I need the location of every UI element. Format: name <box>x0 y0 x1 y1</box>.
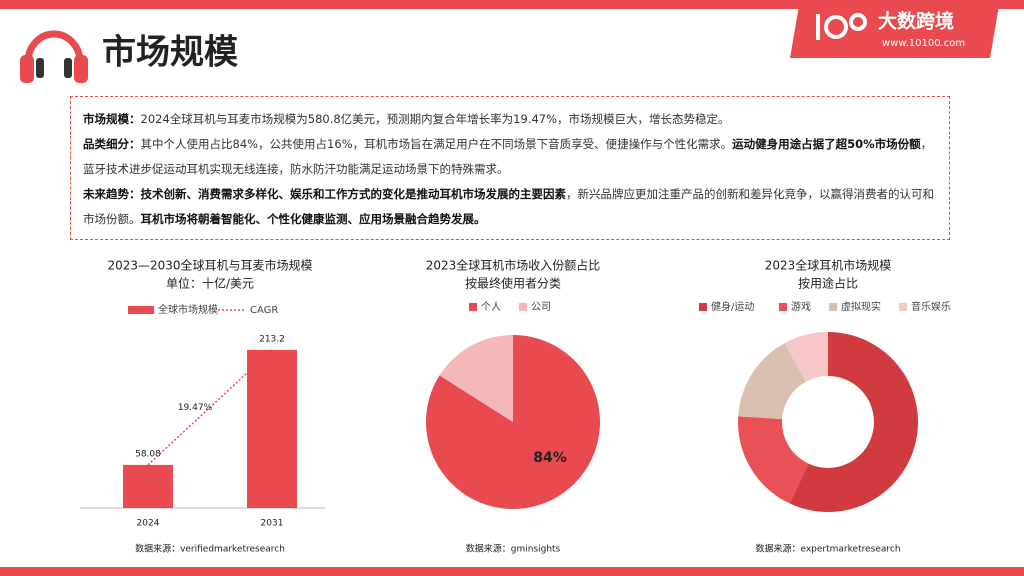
summary-paragraph: 市场规模：2024全球耳机与耳麦市场规模为580.8亿美元，预测期内复合年增长率… <box>83 107 937 132</box>
chart-subtitle: 按用途占比 <box>798 276 858 291</box>
summary-box: 市场规模：2024全球耳机与耳麦市场规模为580.8亿美元，预测期内复合年增长率… <box>70 96 950 240</box>
cagr-line <box>147 349 273 466</box>
x-tick-label: 2031 <box>261 519 284 529</box>
summary-text: 技术创新、消费需求多样化、娱乐和工作方式的变化是推动耳机市场发展的主要因素 <box>140 187 567 201</box>
legend-label: 全球市场规模 <box>158 303 218 316</box>
bar <box>247 349 297 508</box>
source: 数据来源：verifiedmarketresearch <box>135 543 285 555</box>
summary-text: 市场规模： <box>83 112 141 126</box>
legend-label: 虚拟现实 <box>841 300 881 313</box>
chart-title: 2023全球耳机市场规模 <box>765 258 892 273</box>
legend-label: CAGR <box>250 305 278 316</box>
legend-label: 健身/运动 <box>711 300 754 313</box>
legend-swatch <box>699 303 707 311</box>
legend-swatch <box>779 303 787 311</box>
cagr-label: 19.47% <box>178 403 213 413</box>
value-label: 58.08 <box>135 449 161 459</box>
summary-text: 运动健身用途占据了超50%市场份额 <box>732 137 921 151</box>
source: 数据来源：gminsights <box>466 543 561 555</box>
legend-label: 音乐娱乐 <box>911 300 951 313</box>
logo-bg <box>790 0 1000 58</box>
chart-title: 2023全球耳机市场收入份额占比 <box>426 258 601 273</box>
summary-text: 未来趋势： <box>83 187 141 201</box>
summary-paragraph: 品类细分：其中个人使用占比84%，公共使用占16%，耳机市场旨在满足用户在不同场… <box>83 132 937 182</box>
legend-swatch <box>469 303 477 311</box>
legend-swatch <box>128 306 154 314</box>
slice <box>738 343 806 420</box>
legend-label: 个人 <box>481 301 501 313</box>
slice <box>789 332 918 512</box>
bottom-bar <box>0 567 1024 576</box>
source: 数据来源：expertmarketresearch <box>755 543 900 555</box>
brand-url: www.10100.com <box>882 38 965 49</box>
summary-text: ，蓝牙技术进步促运动耳机实现无线连接，防水防汗功能满足运动场景下的特殊需求。 <box>83 137 933 176</box>
legend-label: 游戏 <box>791 300 811 313</box>
value-label: 213.2 <box>259 334 285 344</box>
slice <box>784 332 828 382</box>
top-bar <box>0 0 1024 9</box>
legend-swatch <box>829 303 837 311</box>
page-title: 市场规模 <box>102 33 238 73</box>
slice <box>738 416 809 504</box>
chart-subtitle: 单位：十亿/美元 <box>166 276 254 291</box>
summary-text: 2024全球耳机与耳麦市场规模为580.8亿美元，预测期内复合年增长率为19.4… <box>140 112 730 126</box>
summary-text: ，新兴品牌应更加注重产品的创新和差异化竞争，以赢得消费者的认可和市场份额。 <box>83 187 934 226</box>
summary-text: 其中个人使用占比84%，公共使用占16%，耳机市场旨在满足用户在不同场景下音质享… <box>140 137 733 151</box>
bar <box>123 464 173 508</box>
slice <box>439 335 513 422</box>
x-tick-label: 2024 <box>137 519 160 529</box>
summary-text: 品类细分： <box>83 137 141 151</box>
chart-subtitle: 按最终使用者分类 <box>465 276 561 291</box>
chart-title: 2023—2030全球耳机与耳麦市场规模 <box>107 258 312 273</box>
brand: 大数跨境 <box>878 10 954 33</box>
legend-swatch <box>519 303 527 311</box>
legend-swatch <box>899 303 907 311</box>
value-label: 84% <box>533 450 567 466</box>
headphone-icon <box>20 30 88 83</box>
logo-mark <box>816 13 867 40</box>
summary-paragraph: 未来趋势：技术创新、消费需求多样化、娱乐和工作方式的变化是推动耳机市场发展的主要… <box>83 182 937 232</box>
summary-text: 耳机市场将朝着智能化、个性化健康监测、应用场景融合趋势发展。 <box>140 212 486 226</box>
legend-label: 公司 <box>531 302 551 313</box>
